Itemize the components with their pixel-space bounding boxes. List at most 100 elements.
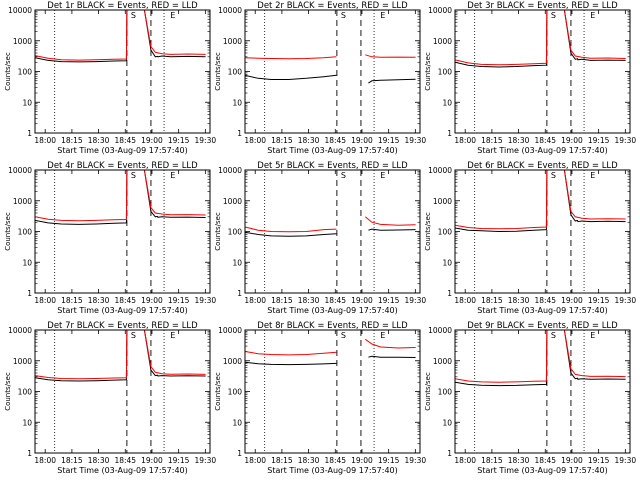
y-tick-label: 10000 [428, 166, 452, 175]
x-tick-label: 18:15 [61, 136, 83, 145]
series-lld-line [365, 54, 416, 58]
y-axis-label: Counts/sec [4, 212, 12, 251]
chart-panel-5: Det 5r BLACK = Events, RED = LLD Counts/s… [214, 161, 426, 315]
y-tick-label: 1000 [13, 37, 32, 46]
x-axis-label: Start Time (03-Aug-09 17:57:40) [477, 466, 608, 475]
x-tick-label: 18:15 [481, 136, 503, 145]
x-tick-label: 19:00 [561, 136, 583, 145]
x-tick-label: 19:15 [168, 456, 190, 465]
y-tick-label: 1 [27, 289, 32, 298]
y-tick-label: 10 [232, 258, 242, 267]
marker-bg [339, 331, 347, 339]
series-lld-line [455, 330, 626, 383]
chart-title: Det 1r BLACK = Events, RED = LLD [47, 1, 198, 11]
series-lld-line [365, 338, 416, 349]
x-axis-label: Start Time (03-Aug-09 17:57:40) [267, 306, 398, 315]
plot-frame [454, 9, 631, 134]
y-tick-label: 10 [442, 98, 452, 107]
y-tick-label: 1 [447, 129, 452, 138]
x-tick-label: 19:30 [405, 136, 427, 145]
chart-title: Det 7r BLACK = Events, RED = LLD [47, 321, 198, 331]
x-axis-label: Start Time (03-Aug-09 17:57:40) [57, 146, 188, 155]
series-events-line [35, 10, 206, 63]
plot-frame [34, 329, 211, 454]
x-tick-label: 18:45 [534, 296, 556, 305]
x-tick-label: 19:30 [405, 296, 427, 305]
y-tick-label: 1 [447, 449, 452, 458]
marker-bg [549, 331, 557, 339]
chart-panel-2: Det 2r BLACK = Events, RED = LLD Counts/s… [214, 1, 426, 155]
marker-bg [589, 171, 597, 179]
x-tick-label: 18:00 [244, 456, 266, 465]
x-axis-label: Start Time (03-Aug-09 17:57:40) [57, 306, 188, 315]
marker-bg [379, 11, 387, 19]
x-tick-label: 18:30 [508, 136, 530, 145]
x-axis-label: Start Time (03-Aug-09 17:57:40) [57, 466, 188, 475]
x-tick-label: 18:30 [88, 136, 110, 145]
y-tick-label: 1000 [223, 197, 242, 206]
marker-s: S [341, 331, 346, 340]
x-tick-label: 19:15 [588, 456, 610, 465]
series-lld-line [35, 10, 206, 61]
y-tick-label: 1 [27, 129, 32, 138]
marker-e: E [380, 331, 385, 340]
x-axis-label: Start Time (03-Aug-09 17:57:40) [267, 466, 398, 475]
x-tick-label: 18:45 [534, 136, 556, 145]
chart-panel-6: Det 6r BLACK = Events, RED = LLD Counts/s… [424, 161, 636, 315]
y-tick-label: 10000 [8, 6, 32, 15]
x-axis-label: Start Time (03-Aug-09 17:57:40) [267, 146, 398, 155]
x-tick-label: 18:45 [114, 296, 136, 305]
x-tick-label: 18:45 [114, 136, 136, 145]
y-tick-label: 1000 [433, 197, 452, 206]
y-tick-label: 100 [18, 68, 33, 77]
x-tick-label: 18:45 [324, 296, 346, 305]
series-events-line [35, 330, 206, 382]
y-tick-label: 100 [438, 228, 453, 237]
series-events-line [245, 74, 337, 80]
y-axis-label: Counts/sec [214, 372, 222, 411]
y-tick-label: 100 [18, 228, 33, 237]
marker-bg [169, 11, 177, 19]
marker-bg [589, 11, 597, 19]
x-tick-label: 18:30 [508, 456, 530, 465]
y-tick-label: 100 [18, 388, 33, 397]
plot-frame [34, 9, 211, 134]
marker-bg [129, 11, 137, 19]
y-tick-label: 100 [438, 388, 453, 397]
x-tick-label: 19:30 [405, 456, 427, 465]
x-tick-label: 18:45 [114, 456, 136, 465]
x-tick-label: 18:15 [61, 296, 83, 305]
plot-frame [454, 329, 631, 454]
x-tick-label: 18:00 [34, 136, 56, 145]
marker-e: E [590, 331, 595, 340]
chart-title: Det 8r BLACK = Events, RED = LLD [257, 321, 408, 331]
x-tick-label: 18:30 [88, 296, 110, 305]
y-tick-label: 10000 [218, 326, 242, 335]
chart-title: Det 3r BLACK = Events, RED = LLD [467, 1, 618, 11]
y-tick-label: 1 [237, 449, 242, 458]
series-events-line [245, 361, 337, 366]
x-tick-label: 19:15 [168, 136, 190, 145]
marker-s: S [551, 11, 556, 20]
series-lld-line [245, 351, 337, 356]
series-lld-line [364, 216, 416, 226]
x-tick-label: 18:00 [454, 456, 476, 465]
x-tick-label: 18:45 [534, 456, 556, 465]
y-axis-label: Counts/sec [4, 52, 12, 91]
marker-e: E [170, 331, 175, 340]
marker-s: S [341, 11, 346, 20]
y-axis-label: Counts/sec [424, 372, 432, 411]
x-tick-label: 19:00 [351, 296, 373, 305]
marker-s: S [131, 11, 136, 20]
marker-e: E [170, 11, 175, 20]
x-tick-label: 18:45 [324, 456, 346, 465]
x-axis-label: Start Time (03-Aug-09 17:57:40) [477, 306, 608, 315]
chart-title: Det 5r BLACK = Events, RED = LLD [257, 161, 408, 171]
x-tick-label: 18:45 [324, 136, 346, 145]
marker-bg [339, 11, 347, 19]
y-tick-label: 10 [442, 418, 452, 427]
series-events-line [245, 231, 337, 237]
x-tick-label: 18:15 [271, 296, 293, 305]
x-tick-label: 18:00 [244, 136, 266, 145]
